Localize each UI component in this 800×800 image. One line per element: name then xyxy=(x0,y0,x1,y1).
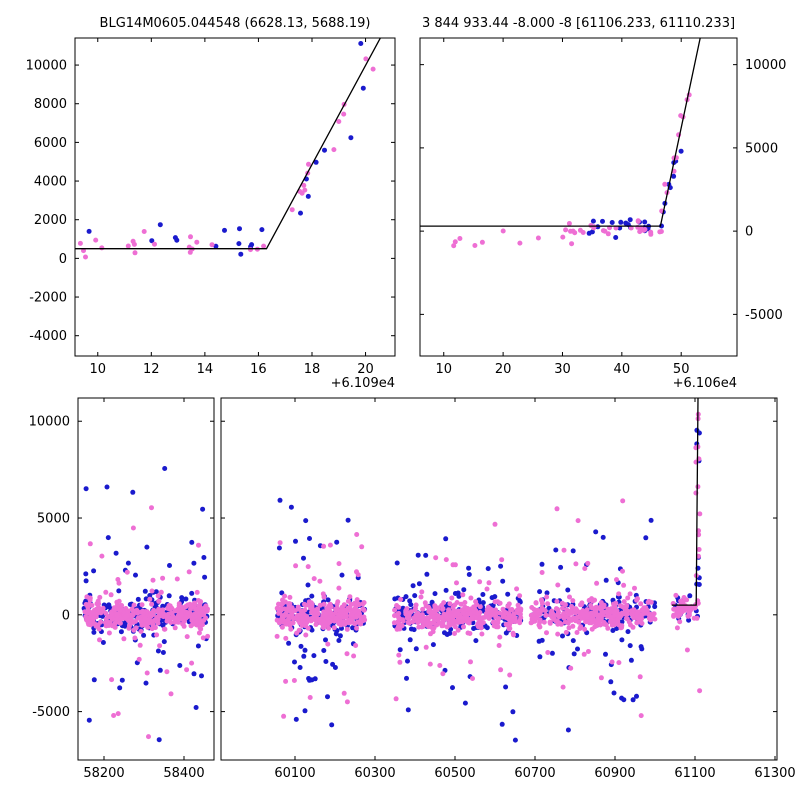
model-line xyxy=(75,38,382,250)
axes-frame xyxy=(77,397,215,761)
scatter-points-pink xyxy=(87,505,203,740)
tick-marks xyxy=(221,398,777,760)
y-tick-label: 6000 xyxy=(34,136,67,151)
plot-title: BLG14M0605.044548 (6628.13, 5688.19) xyxy=(100,16,371,31)
scatter-points-pink xyxy=(77,229,267,260)
plot-area-top_left xyxy=(75,38,382,260)
scatter-points-blue xyxy=(586,217,664,240)
scatter-points-blue xyxy=(276,497,361,728)
x-tick-label: 60700 xyxy=(514,766,555,781)
x-tick-label: 12 xyxy=(143,362,160,377)
x-tick-label: 10 xyxy=(89,362,106,377)
y-tick-label: -4000 xyxy=(29,329,67,344)
x-tick-label: 60500 xyxy=(434,766,475,781)
x-tick-label: 60300 xyxy=(354,766,395,781)
y-tick-label: 10000 xyxy=(29,415,70,430)
x-tick-label: 61100 xyxy=(674,766,715,781)
y-tick-label: -5000 xyxy=(32,705,70,720)
y-tick-label: 5000 xyxy=(37,512,70,527)
y-tick-label: 2000 xyxy=(34,213,67,228)
x-tick-label: 10 xyxy=(435,362,452,377)
scatter-points-pink xyxy=(673,592,703,694)
x-tick-label: 20 xyxy=(495,362,512,377)
x-tick-label: 16 xyxy=(250,362,267,377)
tick-labels: 58200 58400 -5000 0 5000 10000 xyxy=(29,415,205,781)
x-tick-label: 20 xyxy=(357,362,374,377)
plot-area-bottom_right xyxy=(274,398,703,743)
y-tick-label: 0 xyxy=(59,252,67,267)
y-tick-label: -5000 xyxy=(745,308,783,323)
model-line xyxy=(420,38,701,227)
scatter-points-blue xyxy=(86,222,265,257)
y-tick-label: -2000 xyxy=(29,291,67,306)
axes-frame xyxy=(220,397,778,761)
model-line xyxy=(671,398,699,606)
plot-area-bottom_left xyxy=(81,466,211,743)
tick-marks xyxy=(75,38,395,356)
y-tick-label: 0 xyxy=(745,225,753,240)
tick-marks xyxy=(420,38,737,356)
scatter-points-pink xyxy=(277,532,365,719)
x-tick-label: 58200 xyxy=(83,766,124,781)
scatter-points-pink xyxy=(451,227,575,249)
scatter-points-pink xyxy=(274,585,368,639)
x-tick-label: 60100 xyxy=(274,766,315,781)
x-offset-label: +6.106e4 xyxy=(673,376,737,391)
x-tick-label: 30 xyxy=(554,362,571,377)
scatter-points-pink xyxy=(539,498,646,719)
plot-area-top_right xyxy=(420,38,701,249)
y-tick-label: 10000 xyxy=(26,59,67,74)
x-offset-label: +6.109e4 xyxy=(331,376,395,391)
x-tick-label: 40 xyxy=(614,362,631,377)
y-tick-label: 8000 xyxy=(34,97,67,112)
scatter-points-pink xyxy=(289,56,376,213)
x-tick-label: 14 xyxy=(197,362,214,377)
scatter-points-pink xyxy=(82,589,211,641)
x-tick-label: 61300 xyxy=(754,766,795,781)
x-tick-label: 50 xyxy=(673,362,690,377)
plot-title: 3 844 933.44 -8.000 -8 [61106.233, 61110… xyxy=(422,16,735,31)
x-tick-label: 60900 xyxy=(594,766,635,781)
y-tick-label: 5000 xyxy=(745,141,778,156)
y-tick-label: 0 xyxy=(62,608,70,623)
y-tick-label: 4000 xyxy=(34,175,67,190)
scatter-points-pink xyxy=(528,585,658,637)
tick-labels: 60100 60300 60500 60700 60900 61100 61300 xyxy=(274,766,795,781)
tick-labels: 10 12 14 16 18 20 -4000 -2000 0 2000 4000 6000 8000 1… xyxy=(26,16,395,391)
tick-marks xyxy=(78,398,214,760)
x-tick-label: 18 xyxy=(304,362,321,377)
x-tick-label: 58400 xyxy=(163,766,204,781)
y-tick-label: 10000 xyxy=(745,58,786,73)
tick-labels: 10 20 30 40 50 -5000 0 5000 10000 3 844 933.44 -8… xyxy=(422,16,786,391)
axes-frame xyxy=(419,37,738,357)
scatter-points-pink xyxy=(393,521,520,702)
axes-frame xyxy=(74,37,396,357)
